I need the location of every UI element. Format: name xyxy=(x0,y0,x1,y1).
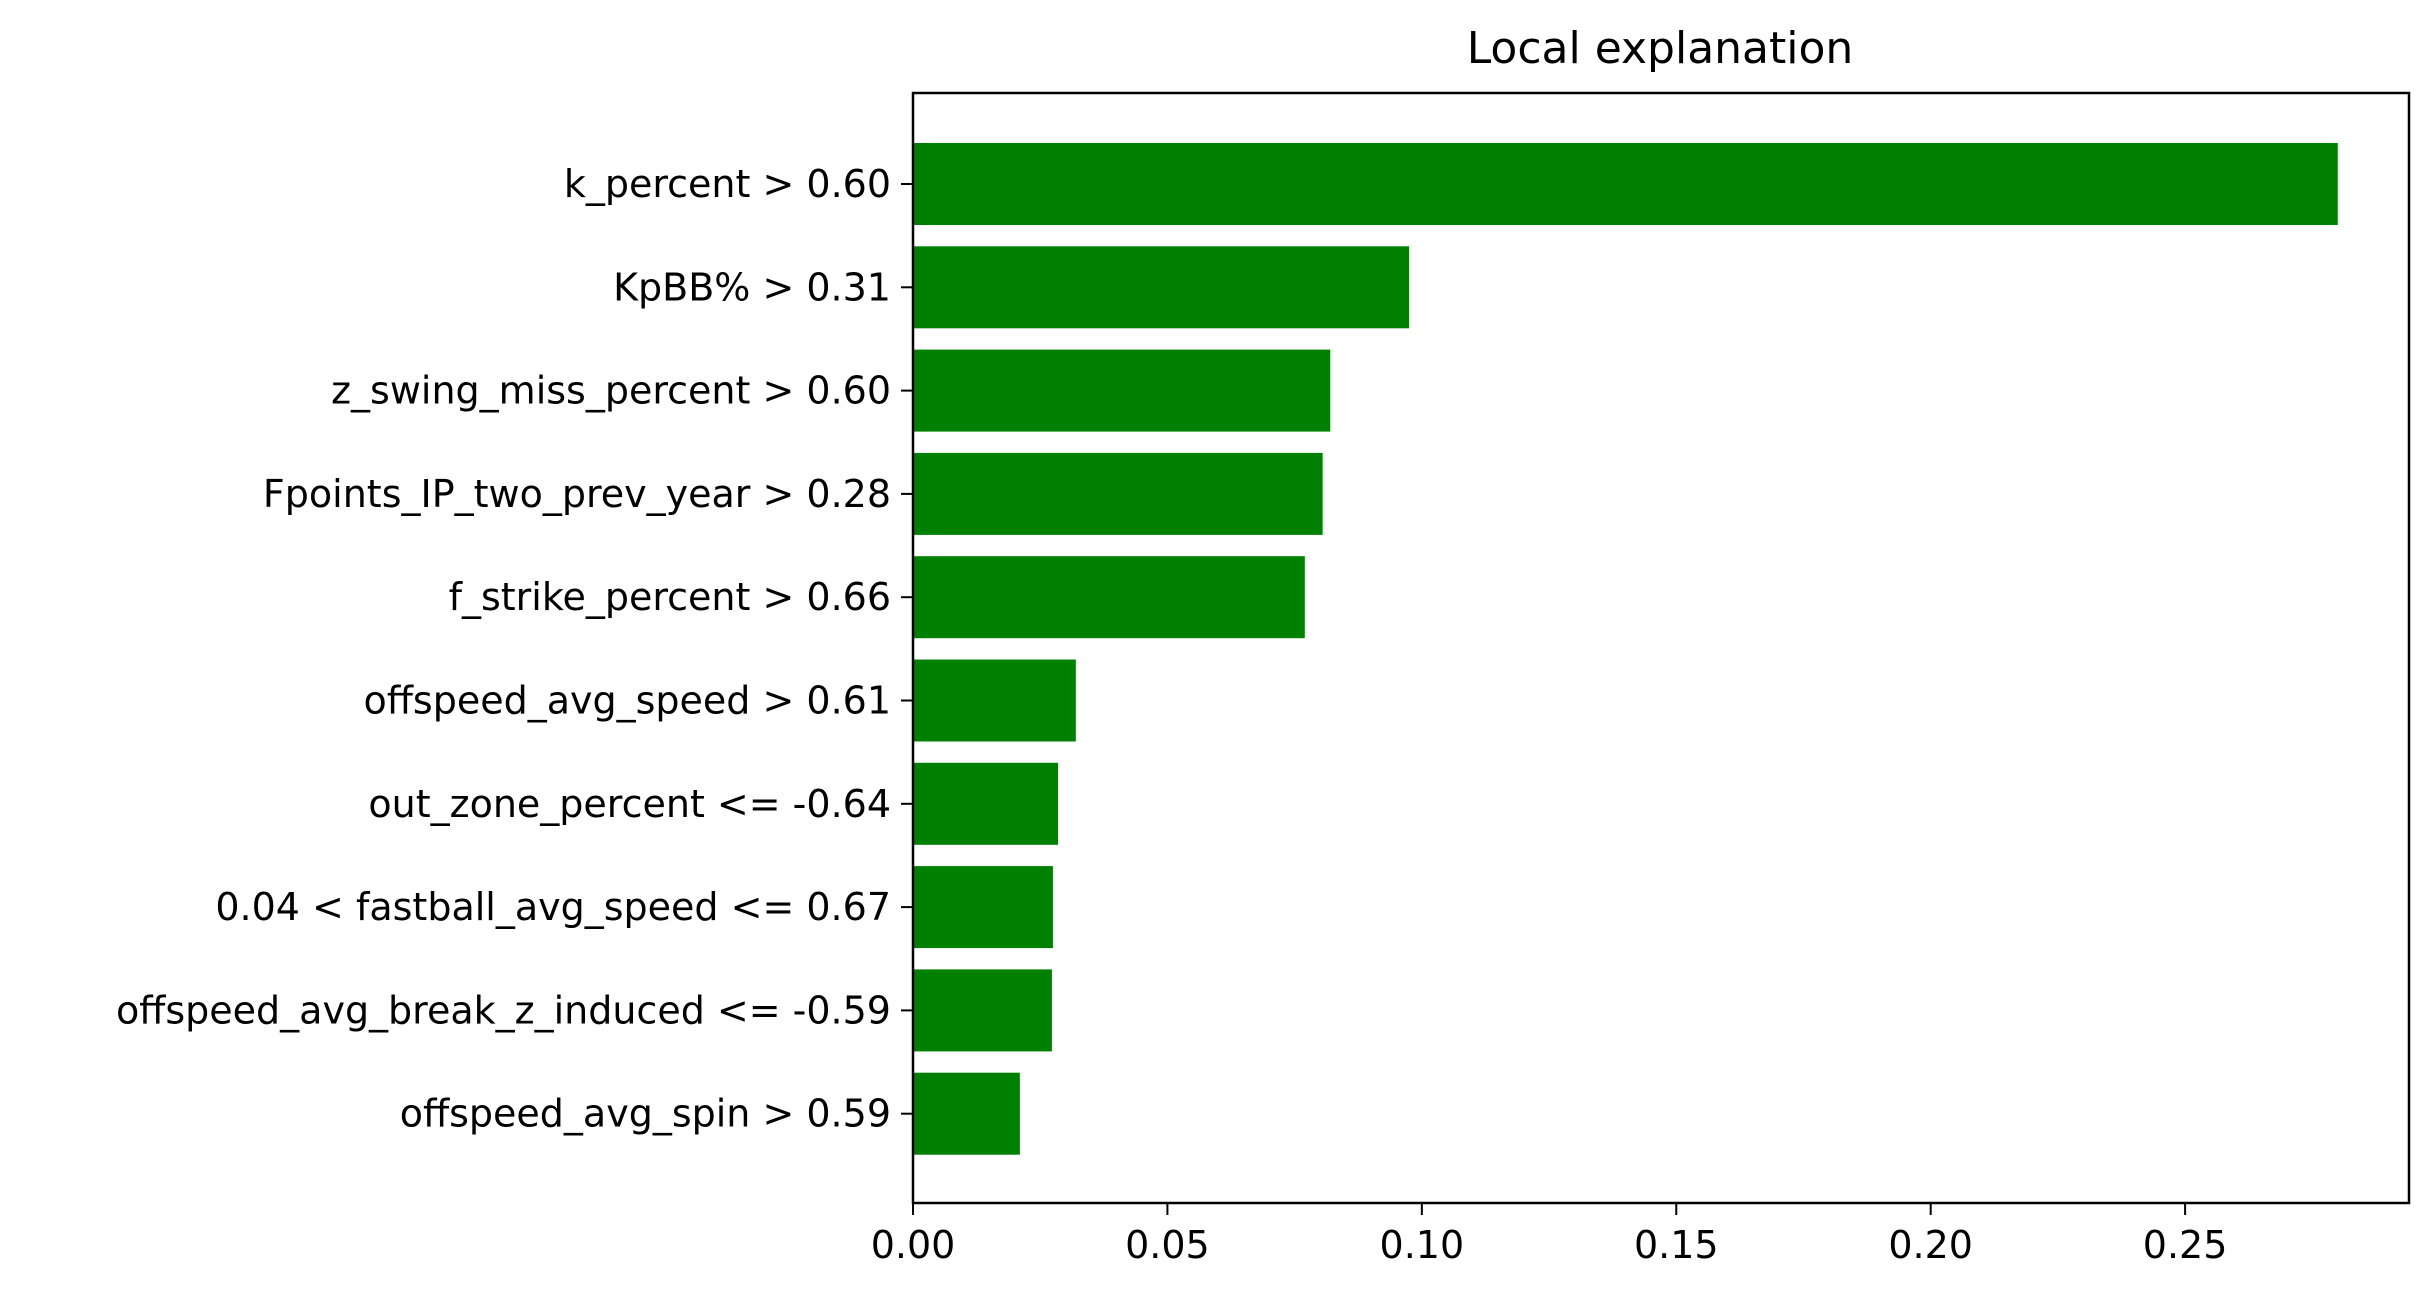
chart-title: Local explanation xyxy=(1467,23,1854,74)
category-label: 0.04 < fastball_avg_speed <= 0.67 xyxy=(215,885,891,929)
bar xyxy=(913,246,1410,329)
category-label: k_percent > 0.60 xyxy=(564,162,891,206)
bar xyxy=(913,762,1059,845)
bar xyxy=(913,452,1323,535)
category-label: z_swing_miss_percent > 0.60 xyxy=(331,369,891,413)
x-tick-label: 0.10 xyxy=(1380,1223,1465,1267)
category-label: offspeed_avg_speed > 0.61 xyxy=(363,679,891,723)
bar xyxy=(913,143,2338,225)
bar xyxy=(913,659,1076,742)
x-tick-label: 0.20 xyxy=(1888,1223,1973,1267)
category-label: offspeed_avg_break_z_induced <= -0.59 xyxy=(116,988,891,1032)
y-axis-ticks: k_percent > 0.60 KpBB% > 0.31 z_swing_miss… xyxy=(116,162,913,1136)
category-label: offspeed_avg_spin > 0.59 xyxy=(400,1092,891,1136)
x-tick-label: 0.05 xyxy=(1125,1223,1210,1267)
x-tick-label: 0.00 xyxy=(871,1223,956,1267)
category-label: Fpoints_IP_two_prev_year > 0.28 xyxy=(263,472,891,516)
bars-group xyxy=(913,143,2338,1155)
bar xyxy=(913,866,1053,949)
category-label: KpBB% > 0.31 xyxy=(613,265,891,309)
bar xyxy=(913,969,1052,1052)
bar xyxy=(913,1072,1020,1155)
x-tick-label: 0.15 xyxy=(1634,1223,1719,1267)
bar xyxy=(913,349,1331,432)
plot-frame xyxy=(911,91,2411,1205)
x-axis-ticks: 0.00 0.05 0.10 0.15 0.20 0.25 xyxy=(871,1203,2228,1267)
category-label: out_zone_percent <= -0.64 xyxy=(368,782,891,826)
x-tick-label: 0.25 xyxy=(2143,1223,2228,1267)
category-label: f_strike_percent > 0.66 xyxy=(449,575,891,619)
bar xyxy=(913,556,1305,639)
